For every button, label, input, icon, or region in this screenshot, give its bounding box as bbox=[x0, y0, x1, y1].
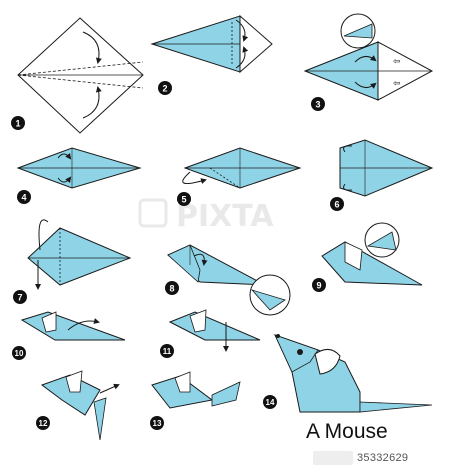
svg-text:⇦: ⇦ bbox=[393, 78, 401, 88]
svg-text:13: 13 bbox=[153, 419, 162, 428]
step-badge-1: 1 bbox=[11, 116, 25, 130]
svg-text:4: 4 bbox=[21, 193, 26, 203]
svg-text:9: 9 bbox=[316, 281, 321, 291]
step-badge-8: 8 bbox=[165, 281, 179, 295]
step-7-figure bbox=[27, 219, 132, 290]
step-10-figure bbox=[20, 311, 126, 341]
step-8-figure bbox=[167, 244, 266, 286]
step-4-figure bbox=[16, 147, 142, 189]
step-badge-9: 9 bbox=[312, 278, 326, 292]
step-badge-12: 12 bbox=[36, 416, 50, 430]
svg-text:6: 6 bbox=[334, 200, 339, 210]
step-11-figure bbox=[168, 274, 291, 352]
stock-id: 35332629 bbox=[357, 452, 409, 464]
step-badge-7: 7 bbox=[13, 290, 27, 304]
watermark: PIXTA bbox=[138, 198, 274, 234]
svg-text:⇦: ⇦ bbox=[393, 56, 401, 66]
watermark-logo bbox=[313, 451, 353, 465]
step-badge-4: 4 bbox=[17, 190, 31, 204]
step-badge-11: 11 bbox=[160, 344, 174, 358]
svg-text:12: 12 bbox=[39, 419, 48, 428]
step-1-figure bbox=[17, 17, 144, 134]
svg-text:3: 3 bbox=[315, 100, 320, 110]
step-14-figure bbox=[274, 334, 433, 413]
step-6-figure bbox=[339, 139, 434, 197]
step-badge-14: 14 bbox=[263, 395, 277, 409]
step-9-figure bbox=[321, 222, 423, 286]
step-badge-2: 2 bbox=[158, 81, 172, 95]
step-badge-3: 3 bbox=[311, 97, 325, 111]
svg-text:10: 10 bbox=[15, 349, 24, 358]
diagram-title: A Mouse bbox=[306, 420, 388, 443]
svg-text:7: 7 bbox=[17, 293, 22, 303]
step-badge-5: 5 bbox=[177, 192, 191, 206]
watermark-text: PIXTA bbox=[176, 199, 274, 234]
svg-text:14: 14 bbox=[266, 398, 275, 407]
step-13-figure bbox=[151, 371, 241, 409]
svg-text:5: 5 bbox=[181, 195, 186, 205]
step-badge-13: 13 bbox=[150, 416, 164, 430]
svg-text:2: 2 bbox=[162, 84, 167, 94]
svg-text:8: 8 bbox=[169, 284, 174, 294]
step-badge-10: 10 bbox=[12, 346, 26, 360]
step-5-figure bbox=[182, 147, 302, 189]
step-2-figure bbox=[150, 14, 273, 74]
step-badge-6: 6 bbox=[330, 197, 344, 211]
step-3-figure: ⇦ ⇦ bbox=[303, 13, 434, 101]
step-12-figure bbox=[40, 370, 120, 441]
svg-text:1: 1 bbox=[15, 119, 20, 129]
svg-text:11: 11 bbox=[163, 347, 172, 356]
